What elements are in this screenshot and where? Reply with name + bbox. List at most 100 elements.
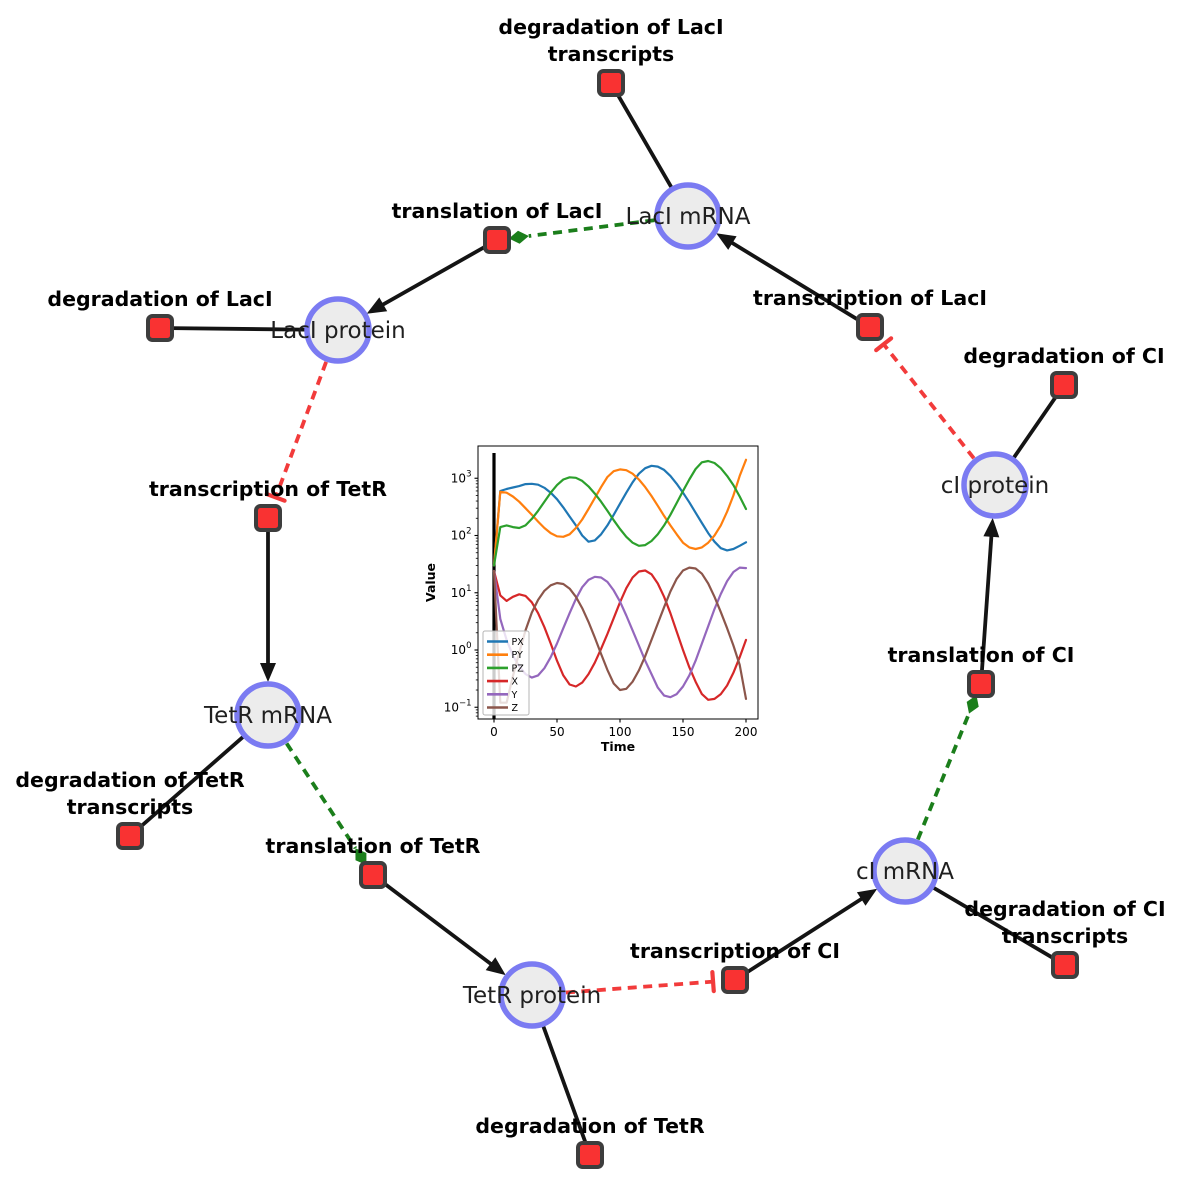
series-PY (492, 458, 748, 567)
series-Y (492, 566, 748, 699)
consumption-line (1012, 392, 1060, 459)
x-tick-label: 0 (490, 725, 498, 739)
edge-layer (136, 90, 1060, 1147)
species-node-tetr-protein (498, 961, 566, 1029)
activation-dashed-line (285, 742, 358, 850)
series-PX (492, 464, 748, 567)
x-tick-label: 150 (672, 725, 695, 739)
edge-transcription-tetr-to-tetr-mrna-product (260, 530, 276, 682)
product-line (744, 893, 870, 975)
inhibition-tee-icon (264, 491, 287, 503)
reaction-label-deg-ci-transcripts-line1: degradation of CI (964, 897, 1165, 921)
node-layer (116, 69, 1079, 1169)
consumption-line (541, 1025, 589, 1147)
edge-laci-protein-to-transcription-tetr-inhibition (264, 361, 328, 503)
edge-transcription-ci-to-ci-mrna-product (744, 888, 878, 975)
product-line (724, 237, 860, 322)
inhibition-dashed-line (882, 343, 976, 460)
species-label-tetr-mrna: TetR mRNA (203, 703, 332, 729)
reaction-node-deg-tetr (576, 1141, 604, 1169)
y-tick-label: 101 (451, 584, 472, 600)
species-label-ci-mrna: cI mRNA (856, 859, 954, 885)
label-layer: LacI mRNA LacI protein TetR mRNA TetR prote… (15, 15, 1165, 1138)
reaction-label-deg-ci-transcripts-line2: transcripts (1002, 924, 1129, 948)
legend-label-PX: PX (512, 637, 525, 648)
activation-dashed-line (528, 218, 655, 238)
activation-diamond-icon (355, 848, 367, 865)
reaction-node-transcription-laci (856, 313, 884, 341)
reaction-label-transcription-laci-line1: transcription of LacI (753, 286, 987, 310)
reaction-node-translation-tetr (359, 861, 387, 889)
species-node-tetr-mrna (234, 681, 302, 749)
reaction-node-deg-laci-transcripts (597, 69, 625, 97)
edge-ci-protein-to-transcription-laci-inhibition (874, 336, 976, 460)
reaction-label-deg-laci-transcripts-line2: transcripts (548, 42, 675, 66)
species-label-tetr-protein: TetR protein (462, 983, 601, 1009)
activation-diamond-icon (966, 695, 979, 714)
reaction-label-deg-laci-line1: degradation of LacI (47, 287, 272, 311)
axes-box (477, 445, 759, 720)
arrowhead-icon (716, 233, 737, 250)
edge-transcription-laci-to-laci-mrna-product (716, 233, 860, 322)
inhibition-tee-icon (874, 336, 894, 353)
arrowhead-icon (983, 517, 1000, 538)
reaction-node-transcription-ci (721, 966, 749, 994)
reaction-node-deg-ci (1050, 371, 1078, 399)
edge-translation-laci-to-laci-protein-product (366, 244, 487, 314)
x-axis-title: Time (601, 739, 635, 754)
inhibition-tee-icon (710, 970, 716, 994)
reaction-node-deg-laci (146, 314, 174, 342)
series-PZ (492, 459, 748, 567)
activation-dashed-line (916, 712, 971, 841)
y-tick-label: 10−1 (444, 698, 472, 714)
reaction-node-deg-tetr-transcripts (116, 822, 144, 850)
legend-label-PY: PY (512, 650, 524, 661)
y-tick-label: 100 (451, 641, 472, 657)
edge-laci-mrna-to-translation-laci-activation (508, 218, 655, 244)
edge-tetr-mrna-to-deg-tetr-transcripts-consumption (136, 735, 245, 831)
reaction-node-transcription-tetr (254, 504, 282, 532)
species-node-ci-mrna (871, 837, 939, 905)
inhibition-dashed-line (273, 361, 328, 499)
reaction-label-translation-ci-line1: translation of CI (888, 643, 1075, 667)
chart-series-layer (492, 458, 748, 704)
consumption-line (932, 886, 1058, 962)
legend-label-X: X (512, 677, 519, 688)
chart-legend: PX PY PZ XYZ (482, 630, 530, 716)
consumption-line (614, 90, 673, 189)
legend-label-Y: Y (511, 690, 518, 701)
reaction-label-deg-laci-transcripts-line1: degradation of LacI (498, 15, 723, 39)
edge-translation-ci-to-ci-protein-product (980, 517, 1000, 672)
species-node-ci-protein (961, 451, 1029, 519)
inset-timeseries-chart: 0 50 100 150 200 Time 103 102 101 100 10−1 Value PX P… (423, 428, 770, 770)
reaction-label-deg-ci-line1: degradation of CI (963, 344, 1164, 368)
edge-ci-mrna-to-deg-ci-transcripts-consumption (932, 886, 1058, 962)
reaction-node-translation-laci (483, 226, 511, 254)
x-tick-label: 100 (609, 725, 632, 739)
reaction-label-deg-tetr-transcripts-line2: transcripts (67, 795, 194, 819)
x-tick-label: 50 (549, 725, 564, 739)
species-label-laci-mrna: LacI mRNA (626, 204, 751, 230)
arrowhead-icon (260, 663, 276, 682)
consumption-line (169, 326, 306, 332)
y-tick-label: 102 (451, 527, 472, 543)
y-tick-label: 103 (451, 469, 472, 485)
reaction-label-deg-tetr-transcripts-line1: degradation of TetR (15, 768, 244, 792)
legend-label-Z: Z (512, 703, 519, 714)
reaction-label-deg-tetr-line1: degradation of TetR (475, 1114, 704, 1138)
chart-svg: 0 50 100 150 200Time10310210110010−1ValuePXP… (423, 428, 770, 770)
edge-ci-mrna-to-translation-ci-activation (916, 695, 979, 841)
edge-tetr-protein-to-deg-tetr-consumption (541, 1025, 589, 1147)
species-node-laci-protein (304, 296, 372, 364)
reaction-label-transcription-ci-line1: transcription of CI (630, 939, 840, 963)
consumption-line (136, 735, 245, 831)
edge-laci-mrna-to-deg-laci-transcripts-consumption (614, 90, 673, 189)
activation-diamond-icon (508, 230, 529, 244)
species-label-ci-protein: cI protein (941, 473, 1050, 499)
edge-tetr-mrna-to-translation-tetr-activation (285, 742, 367, 865)
product-line (980, 527, 994, 672)
y-axis: 103 102 101 100 10−1 Value (423, 469, 478, 717)
reaction-node-deg-ci-transcripts (1051, 951, 1079, 979)
